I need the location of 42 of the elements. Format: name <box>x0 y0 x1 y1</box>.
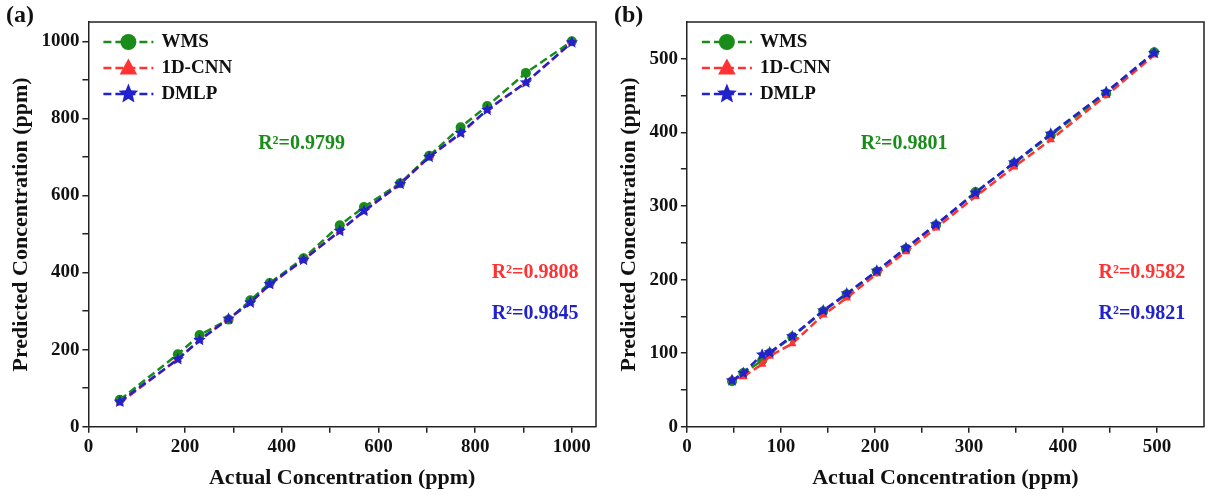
y-tick-label: 0 <box>668 414 678 436</box>
legend-label: WMS <box>161 29 209 51</box>
x-tick-label: 800 <box>460 435 490 457</box>
annotation: R²=0.9845 <box>491 300 579 323</box>
chart-title: (b) <box>614 1 644 28</box>
annotation: R²=0.9799 <box>258 130 346 153</box>
x-tick-label: 400 <box>267 435 297 457</box>
y-tick-label: 100 <box>649 341 678 363</box>
legend-label: 1D-CNN <box>759 55 831 77</box>
x-tick-label: 1000 <box>552 435 591 457</box>
y-axis-title: Predicted Concentration (ppm) <box>6 77 32 372</box>
y-tick-label: 800 <box>50 106 80 128</box>
y-tick-label: 200 <box>649 267 678 289</box>
legend-label: DMLP <box>161 81 218 103</box>
y-axis-title: Predicted Concentration (ppm) <box>614 77 640 372</box>
x-tick-label: 200 <box>170 435 200 457</box>
x-tick-label: 0 <box>83 435 94 457</box>
annotation: R²=0.9808 <box>491 260 579 283</box>
y-tick-label: 600 <box>50 183 80 205</box>
legend-label: 1D-CNN <box>161 55 233 77</box>
x-tick-label: 0 <box>682 435 692 457</box>
y-tick-label: 200 <box>50 337 80 359</box>
x-axis-title: Actual Concentration (ppm) <box>208 464 476 490</box>
annotation: R²=0.9801 <box>860 130 948 153</box>
x-tick-label: 400 <box>1048 435 1078 457</box>
x-axis-title: Actual Concentration (ppm) <box>812 464 1079 490</box>
y-tick-label: 1000 <box>41 29 80 51</box>
y-tick-label: 400 <box>50 260 80 282</box>
x-tick-label: 100 <box>766 435 796 457</box>
y-tick-label: 300 <box>649 193 678 215</box>
y-tick-label: 0 <box>69 414 80 436</box>
chart-title: (a) <box>6 1 34 28</box>
y-tick-label: 500 <box>649 46 678 68</box>
legend-label: DMLP <box>759 81 817 103</box>
x-tick-label: 500 <box>1142 435 1172 457</box>
x-tick-label: 300 <box>954 435 984 457</box>
x-tick-label: 200 <box>860 435 890 457</box>
annotation: R²=0.9582 <box>1098 260 1186 283</box>
legend-label: WMS <box>759 29 808 51</box>
x-tick-label: 600 <box>364 435 393 457</box>
y-tick-label: 400 <box>649 120 678 142</box>
annotation: R²=0.9821 <box>1098 300 1186 323</box>
